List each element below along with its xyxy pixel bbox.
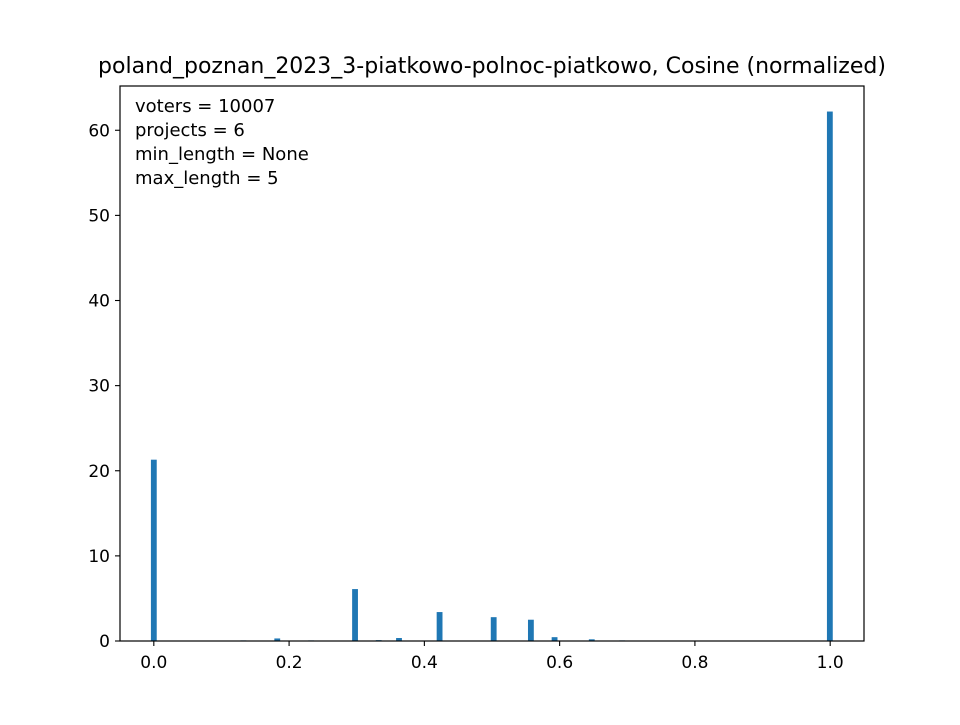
y-tick-label-6: 60 <box>88 121 110 141</box>
y-tick-label-1: 10 <box>88 547 110 567</box>
histogram-bar-11 <box>588 639 595 641</box>
annotation-voters: voters = 10007 <box>135 96 275 117</box>
histogram-bar-0 <box>150 459 157 641</box>
y-tick-label-5: 50 <box>88 206 110 226</box>
histogram-bar-4 <box>352 589 358 641</box>
x-tick-label-3: 0.6 <box>546 653 573 673</box>
histogram-bar-8 <box>490 617 497 641</box>
bars-group <box>150 111 833 642</box>
x-tick-label-5: 1.0 <box>817 653 844 673</box>
annotation-min-length: min_length = None <box>135 144 309 165</box>
y-tick-label-0: 0 <box>99 632 110 652</box>
histogram-bar-9 <box>527 619 534 641</box>
y-tick-label-4: 40 <box>88 292 110 312</box>
y-tick-label-3: 30 <box>88 377 110 397</box>
stats-annotations: voters = 10007 projects = 6 min_length =… <box>135 96 309 189</box>
x-tick-label-4: 0.8 <box>681 653 708 673</box>
y-axis-ticks: 0 10 20 30 40 50 60 <box>88 121 120 652</box>
x-tick-label-2: 0.4 <box>411 653 438 673</box>
histogram-bar-13 <box>826 111 833 642</box>
histogram-bar-6 <box>396 638 402 641</box>
annotation-projects: projects = 6 <box>135 120 245 141</box>
y-tick-label-2: 20 <box>88 462 110 482</box>
x-tick-label-0: 0.0 <box>140 653 167 673</box>
x-axis-ticks: 0.0 0.2 0.4 0.6 0.8 1.0 <box>140 641 844 673</box>
chart-title: poland_poznan_2023_3-piatkowo-polnoc-pia… <box>98 54 886 79</box>
histogram-bar-7 <box>436 612 443 641</box>
histogram-bar-10 <box>551 637 558 641</box>
x-tick-label-1: 0.2 <box>276 653 303 673</box>
histogram-bar-2 <box>274 638 281 641</box>
plot-frame <box>119 85 865 642</box>
annotation-max-length: max_length = 5 <box>135 168 279 189</box>
